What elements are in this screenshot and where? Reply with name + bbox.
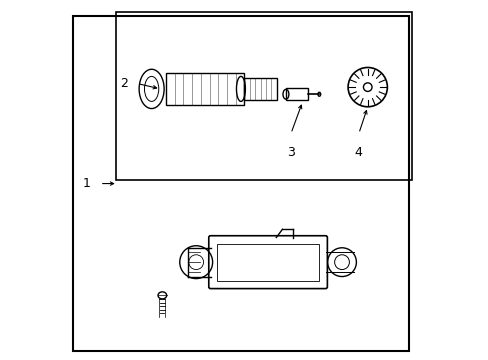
Bar: [244, 78, 276, 100]
Text: 3: 3: [286, 146, 294, 159]
Text: 1: 1: [83, 177, 91, 190]
Bar: [285, 88, 307, 100]
Bar: [216, 244, 319, 281]
Bar: [165, 73, 244, 105]
Bar: [116, 12, 411, 180]
Text: 2: 2: [120, 77, 128, 90]
Text: 4: 4: [354, 146, 362, 159]
